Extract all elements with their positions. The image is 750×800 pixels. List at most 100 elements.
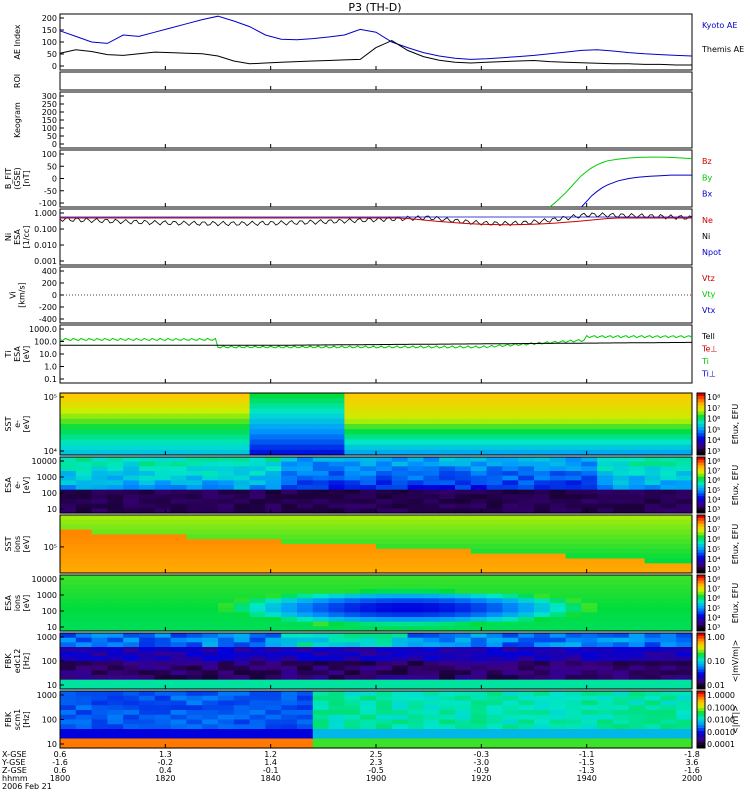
fbk_e-spectrogram-cell <box>376 675 392 680</box>
fbk_b-spectrogram-cell <box>471 734 487 739</box>
sst_e-spectrogram-cell <box>171 445 187 451</box>
fbk_b-spectrogram-cell <box>676 710 692 715</box>
esa_e-spectrogram-cell <box>423 499 439 504</box>
fbk_e-spectrogram-cell <box>329 656 345 661</box>
sst_i-spectrogram-cell <box>471 525 487 530</box>
sst_i-spectrogram-cell <box>265 520 281 525</box>
sst_e-spectrogram-cell <box>408 393 424 399</box>
esa_e-spectrogram-cell <box>676 485 692 490</box>
sst_i-spectrogram-cell <box>265 563 281 568</box>
sst_e-spectrogram-cell <box>218 424 234 430</box>
esa_i-spectrogram-cell <box>597 575 613 580</box>
fbk_e-spectrogram-cell <box>281 642 297 647</box>
sst_e-spectrogram-cell <box>234 424 250 430</box>
fbk_e-spectrogram-cell <box>60 675 76 680</box>
sst_e-spectrogram-cell <box>471 424 487 430</box>
sst_e-spectrogram-cell <box>676 429 692 435</box>
sst_e-spectrogram-cell <box>518 440 534 446</box>
sst_i-spectrogram-cell <box>92 525 108 530</box>
esa_i-colorbar-tick: 10³ <box>707 623 720 632</box>
fbk_e-spectrogram-cell <box>550 680 566 685</box>
sst_i-spectrogram-cell <box>107 544 123 549</box>
esa_i-spectrogram-cell <box>107 594 123 599</box>
esa_e-spectrogram-cell <box>471 485 487 490</box>
sst_i-spectrogram-cell <box>581 559 597 564</box>
sst_i-colorbar-seg <box>697 515 705 518</box>
esa_e-spectrogram-cell <box>329 466 345 471</box>
esa_e-spectrogram-cell <box>92 494 108 499</box>
sst_i-spectrogram-cell <box>250 530 266 535</box>
sst_e-spectrogram-cell <box>471 393 487 399</box>
sst_i-spectrogram-cell <box>660 520 676 525</box>
sst_e-spectrogram-cell <box>202 424 218 430</box>
sst_e-spectrogram-cell <box>660 398 676 404</box>
sst_i-spectrogram-cell <box>297 549 313 554</box>
esa_e-spectrogram-cell <box>408 462 424 467</box>
sst_e-spectrogram-cell <box>581 440 597 446</box>
fbk_b-spectrogram-cell <box>234 729 250 734</box>
fbk_b-spectrogram-cell <box>171 729 187 734</box>
esa_i-spectrogram-cell <box>344 589 360 594</box>
fbk_b-spectrogram-cell <box>155 729 171 734</box>
fbk_b-spectrogram-cell <box>376 734 392 739</box>
fbk_b-spectrogram-cell <box>139 691 155 696</box>
sst_e-spectrogram-cell <box>344 414 360 420</box>
sst_i-spectrogram-cell <box>92 539 108 544</box>
esa_i-spectrogram-cell <box>392 589 408 594</box>
sst_e-spectrogram-cell <box>645 403 661 409</box>
sst_e-colorbar-seg <box>697 449 705 453</box>
sst_e-spectrogram-cell <box>376 424 392 430</box>
esa_e-spectrogram-cell <box>487 471 503 476</box>
fbk_e-spectrogram-cell <box>344 661 360 666</box>
esa_i-spectrogram-cell <box>629 580 645 585</box>
esa_i-spectrogram-cell <box>487 580 503 585</box>
esa_i-spectrogram-cell <box>534 589 550 594</box>
esa_e-spectrogram-cell <box>139 462 155 467</box>
fbk_e-spectrogram-cell <box>360 666 376 671</box>
sst_e-spectrogram-cell <box>313 429 329 435</box>
sst_i-spectrogram-cell <box>76 515 92 520</box>
esa_i-spectrogram-cell <box>344 612 360 617</box>
fbk_b-ylabel: FBKscm1[Hz] <box>4 709 31 730</box>
sst_e-spectrogram-cell <box>202 445 218 451</box>
fbk_b-spectrogram-cell <box>455 701 471 706</box>
esa_e-colorbar-label: Eflux, EFU <box>731 465 740 506</box>
fbk_b-spectrogram-cell <box>439 696 455 701</box>
esa_i-spectrogram-cell <box>629 622 645 627</box>
esa_i-spectrogram-cell <box>471 612 487 617</box>
esa_e-spectrogram-cell <box>60 499 76 504</box>
fbk_b-spectrogram-cell <box>645 715 661 720</box>
esa_i-spectrogram-cell <box>186 598 202 603</box>
sst_e-spectrogram-cell <box>408 398 424 404</box>
fbk_b-spectrogram-cell <box>76 724 92 729</box>
fbk_b-ytick-label: 1000 <box>37 691 57 700</box>
esa_e-spectrogram-cell <box>107 504 123 509</box>
sst_i-spectrogram-cell <box>123 539 139 544</box>
fbk_e-spectrogram-cell <box>676 642 692 647</box>
sst_i-spectrogram-cell <box>566 520 582 525</box>
sst_e-spectrogram-cell <box>218 403 234 409</box>
esa_e-spectrogram-cell <box>329 504 345 509</box>
fbk_e-spectrogram-cell <box>471 680 487 685</box>
esa_e-spectrogram-cell <box>613 490 629 495</box>
fbk_b-spectrogram-cell <box>313 691 329 696</box>
fbk_e-spectrogram-cell <box>455 666 471 671</box>
fbk_b-spectrogram-cell <box>676 724 692 729</box>
esa_e-spectrogram-cell <box>360 490 376 495</box>
fbk_b-spectrogram-cell <box>265 739 281 744</box>
sst_i-spectrogram-cell <box>471 520 487 525</box>
fbk_e-spectrogram-cell <box>581 670 597 675</box>
fbk_b-spectrogram-cell <box>629 710 645 715</box>
sst_i-spectrogram-cell <box>376 534 392 539</box>
fbk_b-spectrogram-cell <box>487 696 503 701</box>
esa_i-spectrogram-cell <box>76 622 92 627</box>
esa_e-spectrogram-cell <box>344 476 360 481</box>
esa_e-spectrogram-cell <box>392 476 408 481</box>
fbk_b-spectrogram-cell <box>487 724 503 729</box>
sst_e-spectrogram-cell <box>613 434 629 440</box>
esa_i-spectrogram-cell <box>171 608 187 613</box>
fbk_b-spectrogram-cell <box>281 739 297 744</box>
sst_e-spectrogram-cell <box>550 403 566 409</box>
fbk_b-spectrogram-cell <box>629 701 645 706</box>
sst_e-spectrogram-cell <box>676 424 692 430</box>
